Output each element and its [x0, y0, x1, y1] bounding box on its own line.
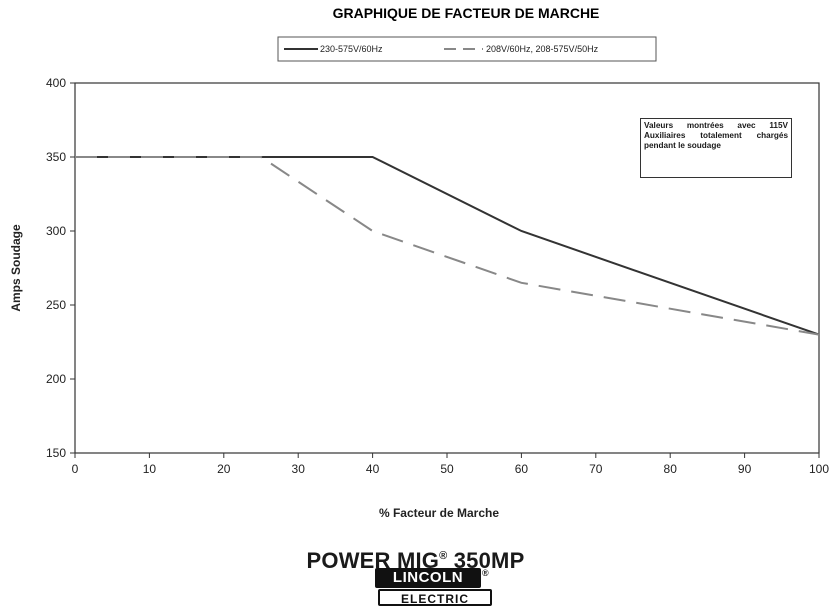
- lincoln-electric-logo: LINCOLN ® ELECTRIC: [372, 568, 494, 608]
- y-tick-label: 400: [46, 76, 66, 90]
- chart-annotation: Valeurs montrées avec 115V Auxiliaires t…: [640, 118, 792, 178]
- y-tick-label: 300: [46, 224, 66, 238]
- series-line-2: [75, 156, 820, 336]
- logo-lincoln: LINCOLN: [375, 568, 481, 588]
- logo-registered-mark: ®: [482, 568, 489, 578]
- x-tick-label: 40: [366, 462, 380, 476]
- x-tick-label: 50: [440, 462, 454, 476]
- x-tick-label: 70: [589, 462, 603, 476]
- series-line-1: [75, 156, 820, 336]
- x-tick-label: 10: [143, 462, 157, 476]
- y-axis-label: Amps Soudage: [9, 224, 23, 312]
- x-tick-label: 80: [664, 462, 678, 476]
- series-layer: [75, 156, 820, 336]
- x-tick-label: 0: [72, 462, 79, 476]
- product-registered-mark: ®: [439, 550, 448, 562]
- x-tick-label: 30: [292, 462, 306, 476]
- logo-electric: ELECTRIC: [378, 589, 492, 606]
- duty-cycle-chart: GRAPHIQUE DE FACTEUR DE MARCHE 230-575V/…: [9, 5, 829, 520]
- legend-label-series-1: 230-575V/60Hz: [320, 44, 383, 54]
- legend: 230-575V/60Hz 208V/60Hz, 208-575V/50Hz: [277, 36, 657, 62]
- x-tick-label: 60: [515, 462, 529, 476]
- y-axis-ticks: 150 200 250 300 350 400: [46, 76, 75, 460]
- y-tick-label: 150: [46, 446, 66, 460]
- y-tick-label: 250: [46, 298, 66, 312]
- x-tick-label: 20: [217, 462, 231, 476]
- chart-title: GRAPHIQUE DE FACTEUR DE MARCHE: [333, 5, 600, 21]
- x-axis-ticks: 0 10 20 30 40 50 60 70 80 90 100: [72, 453, 829, 476]
- legend-label-series-2: 208V/60Hz, 208-575V/50Hz: [486, 44, 599, 54]
- y-tick-label: 200: [46, 372, 66, 386]
- product-title: POWER MIG® 350MP: [0, 548, 831, 574]
- x-axis-label: % Facteur de Marche: [379, 506, 499, 520]
- x-tick-label: 90: [738, 462, 752, 476]
- y-tick-label: 350: [46, 150, 66, 164]
- x-tick-label: 100: [809, 462, 829, 476]
